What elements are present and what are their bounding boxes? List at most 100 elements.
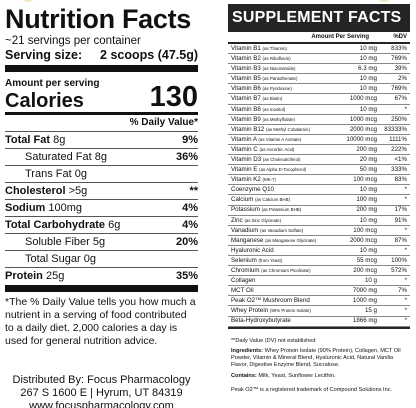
nutrient-daily-value: 4%	[182, 218, 198, 231]
supplement-name: Vitamin B2 (as Riboflavin)	[231, 54, 325, 63]
calories-label: Calories	[5, 90, 84, 112]
contains: Contains: Milk, Yeast, Sunflower Lecithi…	[228, 373, 410, 380]
supplement-name: Chromium (as Chromium Picolinate)	[231, 266, 325, 275]
supplement-daily-value: 769%	[391, 85, 407, 93]
supplement-name: Vitamin C (as Ascorbic Acid)	[231, 145, 325, 154]
supplement-name-text: Vitamin A	[231, 135, 257, 143]
supplement-source: (as Methyl Cobalamin)	[265, 126, 310, 132]
supplement-name: Peak O2™ Mushroom Blend	[231, 296, 325, 305]
supplement-row: Vitamin K2 (MK-7) 100 mcg 83%	[228, 175, 410, 186]
supplement-row: Collagen 10 g *	[228, 276, 410, 287]
supplement-source: (as Calcium BHB)	[255, 197, 290, 203]
supplement-source: (from Yeast)	[258, 257, 283, 263]
supplement-row: Vitamin A (as Vitamin A Acetate) 10000 mc…	[228, 135, 410, 145]
supplement-amount: 50 mg	[359, 166, 377, 174]
supplement-amount: 10 mg	[359, 85, 377, 93]
supplement-daily-value: 833%	[391, 44, 407, 52]
supplement-row: Vitamin B8 (as Inositol) 10 mg *	[228, 105, 410, 115]
nutrient-label: Saturated Fat	[25, 150, 92, 163]
supplement-amount: 7000 mg	[352, 287, 377, 295]
serving-size-value: 2 scoops (47.5g)	[100, 48, 198, 62]
nutrient-row: Total Sugar 0g	[5, 251, 198, 268]
supplement-name: Vitamin B9 (as Methylfolate)	[231, 115, 325, 124]
supplement-name-text: Vitamin B8	[231, 105, 261, 113]
daily-value-footnote: *The % Daily Value tells you how much a …	[5, 296, 196, 347]
nutrition-facts-panel: Nutrition Facts ~21 servings per contain…	[5, 4, 198, 408]
supplement-daily-value: *	[404, 297, 407, 305]
supplement-daily-value: *	[404, 226, 407, 234]
supplement-amount: 15 g	[364, 307, 377, 315]
supplement-name: Vitamin D3 (as Cholecalciferol)	[231, 155, 325, 164]
nutrient-daily-value: 4%	[182, 201, 198, 214]
supplement-source: (as Chromium Picolinate)	[261, 268, 311, 274]
supplement-row: Zinc (as Zinc Glycinate) 10 mg 91%	[228, 216, 410, 226]
supplement-name: Vitamin B8 (as Inositol)	[231, 105, 325, 114]
supplement-amount: 10000 mcg	[346, 135, 377, 143]
supplement-name: Vitamin E (as Alpha D-Tocopherol)	[231, 165, 325, 174]
supplement-source: (as Methylfolate)	[262, 116, 296, 122]
supplement-row: Vitamin B3 (as Niacinamide) 6.3 mg 39%	[228, 64, 410, 75]
supplement-row: Vitamin D3 (as Cholecalciferol) 20 mg <1%	[228, 155, 410, 166]
nutrient-row: Saturated Fat 8g 36%	[5, 149, 198, 166]
supplement-row: Vanadium (as Vanadium Sulfate) 100 mcg *	[228, 226, 410, 236]
nutrient-name: Total Sugar 0g	[25, 252, 96, 267]
nutrient-label: Soluble Fiber	[25, 235, 90, 248]
supplement-source: (as Zinc Glycinate)	[244, 217, 282, 223]
serving-size-label: Serving size:	[5, 48, 83, 62]
nutrient-name: Total Fat 8g	[5, 133, 65, 148]
nutrient-amount: >5g	[68, 184, 88, 197]
divider-medium	[5, 112, 198, 115]
nutrient-label: Sodium	[5, 201, 46, 214]
supplement-daily-value: 222%	[391, 145, 407, 153]
supplement-name-text: Coenzyme Q10	[231, 186, 274, 194]
supplement-name: Vitamin B5 (as Pantothenate)	[231, 74, 325, 83]
supplement-name-text: Beta-Hydroxybutyrate	[231, 317, 291, 325]
supplement-row: Whey Protein (90% Protein Isolate) 15 g *	[228, 306, 410, 317]
supplement-source: (as Ascorbic Acid)	[259, 146, 295, 152]
calories-block: Amount per serving Calories 130	[5, 72, 198, 112]
supplement-name-text: Vitamin B2	[231, 55, 261, 63]
supplement-name: Beta-Hydroxybutyrate	[231, 316, 325, 325]
supplement-amount: 10 mg	[359, 44, 377, 52]
contains-label: Contains:	[231, 372, 257, 379]
supplement-amount: 1866 mg	[352, 317, 377, 325]
amount-per-serving-label: Amount per serving	[5, 78, 100, 89]
servings-per-container: ~21 servings per container	[5, 35, 141, 47]
supplement-row: Vitamin B12 (as Methyl Cobalamin) 2000 mc…	[228, 125, 410, 135]
supplement-name: Vitamin A (as Vitamin A Acetate)	[231, 135, 325, 144]
supplement-daily-value: <1%	[394, 155, 407, 163]
nutrient-daily-value: 20%	[175, 235, 198, 248]
supplement-name-text: Vitamin D3	[231, 155, 262, 163]
supplement-source: (MK-7)	[262, 177, 276, 183]
supplement-name: Vitamin B12 (as Methyl Cobalamin)	[231, 125, 325, 134]
supplement-daily-value: 333%	[391, 166, 407, 174]
supplement-name-text: Zinc	[231, 216, 243, 224]
supplement-row: Vitamin B5 (as Pantothenate) 10 mg 2%	[228, 74, 410, 85]
supplement-amount: 10 mg	[359, 216, 377, 224]
supplement-source: (as Inositol)	[262, 106, 286, 112]
supplement-name-text: Chromium	[231, 267, 260, 275]
nutrient-name: Total Carbohydrate 6g	[5, 218, 120, 233]
supplement-row: Hyaluronic Acid 10 mg *	[228, 246, 410, 256]
supplement-source: (as Potassium BHB)	[261, 207, 302, 213]
serving-size: Serving size: 2 scoops (47.5g)	[5, 48, 198, 63]
supplement-name-text: Hyaluronic Acid	[231, 246, 274, 254]
supplement-source: (as Pantothenate)	[262, 76, 298, 82]
ingredients: Ingredients: Whey Protein Isolate (90% P…	[228, 348, 410, 370]
nutrient-label: Total Fat	[5, 133, 51, 146]
supplement-amount: 10 mg	[359, 55, 377, 63]
nutrient-amount: 100mg	[48, 201, 83, 214]
nutrient-row: Soluble Fiber 5g 20%	[5, 234, 198, 251]
supplement-source: (as Pyridoxine)	[262, 86, 292, 92]
supplement-rows: Vitamin B1 (as Thiamin) 10 mg 833% Vitamin …	[228, 44, 410, 327]
supplement-row: Potassium (as Potassium BHB) 200 mg 17%	[228, 206, 410, 216]
calories-value: 130	[149, 81, 198, 113]
decorative-circle	[20, 0, 36, 2]
supplement-daily-value: 572%	[391, 267, 407, 275]
nutrient-name: Soluble Fiber 5g	[25, 235, 105, 250]
supplement-daily-value: 7%	[398, 287, 407, 295]
distributor-info: Distributed By: Focus Pharmacology 267 S…	[5, 374, 198, 408]
nutrient-amount: 0g	[74, 167, 87, 180]
supplement-amount: 1000 mcg	[349, 115, 377, 123]
nutrient-row: Total Carbohydrate 6g 4%	[5, 217, 198, 234]
